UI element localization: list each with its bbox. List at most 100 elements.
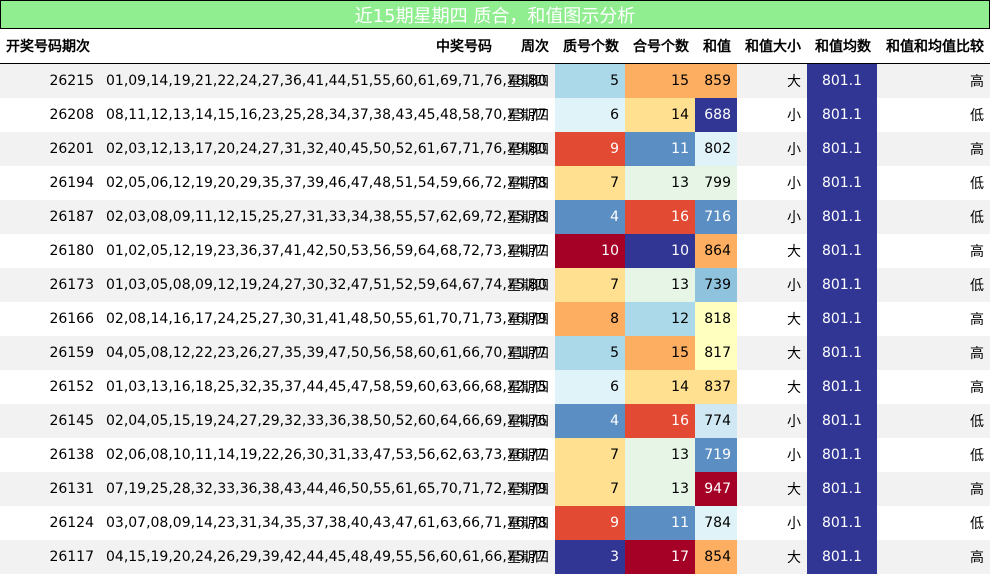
- cell-size: 小: [737, 438, 807, 472]
- table-row: 26138 02,06,08,10,11,14,19,22,26,30,31,33…: [0, 438, 990, 472]
- cell-issue: 26117: [0, 540, 100, 574]
- cell-compare: 高: [877, 472, 990, 506]
- cell-avg: 801.1: [807, 98, 877, 132]
- table-row: 26145 02,04,05,15,19,24,27,29,32,33,36,38…: [0, 404, 990, 438]
- cell-avg: 801.1: [807, 268, 877, 302]
- cell-compare: 高: [877, 234, 990, 268]
- cell-sum: 784: [695, 506, 737, 540]
- cell-numbers: 02,03,08,09,11,12,15,25,27,31,33,34,38,5…: [100, 200, 547, 234]
- cell-issue: 26187: [0, 200, 100, 234]
- table-row: 26131 07,19,25,28,32,33,36,38,43,44,46,50…: [0, 472, 990, 506]
- cell-size: 大: [737, 302, 807, 336]
- cell-composite-count: 11: [625, 132, 695, 166]
- cell-issue: 26145: [0, 404, 100, 438]
- cell-weekday: 星期四: [498, 506, 555, 540]
- cell-weekday: 星期四: [498, 438, 555, 472]
- cell-compare: 低: [877, 166, 990, 200]
- table-row: 26173 01,03,05,08,09,12,19,24,27,30,32,47…: [0, 268, 990, 302]
- col-header-size: 和值大小: [737, 29, 807, 64]
- cell-sum: 739: [695, 268, 737, 302]
- cell-sum: 716: [695, 200, 737, 234]
- cell-compare: 高: [877, 336, 990, 370]
- cell-issue: 26201: [0, 132, 100, 166]
- cell-size: 大: [737, 540, 807, 574]
- cell-avg: 801.1: [807, 404, 877, 438]
- cell-composite-count: 14: [625, 370, 695, 404]
- cell-avg: 801.1: [807, 370, 877, 404]
- cell-composite-count: 17: [625, 540, 695, 574]
- cell-sum: 799: [695, 166, 737, 200]
- cell-compare: 低: [877, 438, 990, 472]
- table-row: 26180 01,02,05,12,19,23,36,37,41,42,50,53…: [0, 234, 990, 268]
- cell-composite-count: 15: [625, 336, 695, 370]
- cell-composite-count: 16: [625, 404, 695, 438]
- cell-avg: 801.1: [807, 200, 877, 234]
- cell-composite-count: 10: [625, 234, 695, 268]
- cell-issue: 26152: [0, 370, 100, 404]
- cell-numbers: 03,07,08,09,14,23,31,34,35,37,38,40,43,4…: [100, 506, 547, 540]
- page-title: 近15期星期四 质合，和值图示分析: [354, 5, 636, 27]
- cell-prime-count: 7: [555, 472, 625, 506]
- title-bar: 近15期星期四 质合，和值图示分析: [0, 0, 990, 29]
- cell-avg: 801.1: [807, 540, 877, 574]
- table-row: 26187 02,03,08,09,11,12,15,25,27,31,33,34…: [0, 200, 990, 234]
- table-row: 26124 03,07,08,09,14,23,31,34,35,37,38,40…: [0, 506, 990, 540]
- cell-avg: 801.1: [807, 132, 877, 166]
- cell-compare: 高: [877, 132, 990, 166]
- table-body: 26215 01,09,14,19,21,22,24,27,36,41,44,51…: [0, 63, 990, 574]
- col-header-weekday: 周次: [498, 29, 555, 64]
- cell-composite-count: 12: [625, 302, 695, 336]
- cell-size: 大: [737, 472, 807, 506]
- cell-weekday: 星期四: [498, 370, 555, 404]
- cell-compare: 低: [877, 200, 990, 234]
- cell-avg: 801.1: [807, 63, 877, 98]
- cell-compare: 低: [877, 268, 990, 302]
- analysis-table: 开奖号码期次 中奖号码 周次 质号个数 合号个数 和值 和值大小 和值均数 和值…: [0, 29, 990, 574]
- cell-size: 大: [737, 370, 807, 404]
- cell-prime-count: 6: [555, 370, 625, 404]
- cell-compare: 低: [877, 506, 990, 540]
- cell-weekday: 星期四: [498, 336, 555, 370]
- cell-composite-count: 15: [625, 63, 695, 98]
- header-row: 开奖号码期次 中奖号码 周次 质号个数 合号个数 和值 和值大小 和值均数 和值…: [0, 29, 990, 64]
- cell-sum: 947: [695, 472, 737, 506]
- cell-size: 小: [737, 404, 807, 438]
- cell-sum: 719: [695, 438, 737, 472]
- cell-size: 小: [737, 98, 807, 132]
- cell-sum: 817: [695, 336, 737, 370]
- cell-sum: 774: [695, 404, 737, 438]
- table-row: 26166 02,08,14,16,17,24,25,27,30,31,41,48…: [0, 302, 990, 336]
- cell-issue: 26215: [0, 63, 100, 98]
- cell-weekday: 星期四: [498, 63, 555, 98]
- cell-composite-count: 13: [625, 268, 695, 302]
- cell-prime-count: 10: [555, 234, 625, 268]
- cell-issue: 26166: [0, 302, 100, 336]
- cell-numbers: 04,05,08,12,22,23,26,27,35,39,47,50,56,5…: [100, 336, 547, 370]
- col-header-issue: 开奖号码期次: [0, 29, 100, 64]
- cell-numbers: 02,03,12,13,17,20,24,27,31,32,40,45,50,5…: [100, 132, 547, 166]
- cell-prime-count: 4: [555, 404, 625, 438]
- cell-size: 大: [737, 234, 807, 268]
- cell-prime-count: 4: [555, 200, 625, 234]
- cell-avg: 801.1: [807, 166, 877, 200]
- cell-avg: 801.1: [807, 472, 877, 506]
- cell-sum: 859: [695, 63, 737, 98]
- cell-numbers: 01,02,05,12,19,23,36,37,41,42,50,53,56,5…: [100, 234, 547, 268]
- cell-avg: 801.1: [807, 438, 877, 472]
- cell-size: 大: [737, 336, 807, 370]
- cell-avg: 801.1: [807, 302, 877, 336]
- cell-issue: 26159: [0, 336, 100, 370]
- cell-size: 小: [737, 200, 807, 234]
- col-header-composite-count: 合号个数: [625, 29, 695, 64]
- cell-size: 小: [737, 166, 807, 200]
- cell-composite-count: 16: [625, 200, 695, 234]
- cell-issue: 26131: [0, 472, 100, 506]
- table-row: 26159 04,05,08,12,22,23,26,27,35,39,47,50…: [0, 336, 990, 370]
- cell-size: 小: [737, 506, 807, 540]
- cell-weekday: 星期四: [498, 472, 555, 506]
- cell-prime-count: 6: [555, 98, 625, 132]
- cell-size: 小: [737, 268, 807, 302]
- cell-weekday: 星期四: [498, 234, 555, 268]
- cell-prime-count: 3: [555, 540, 625, 574]
- cell-sum: 802: [695, 132, 737, 166]
